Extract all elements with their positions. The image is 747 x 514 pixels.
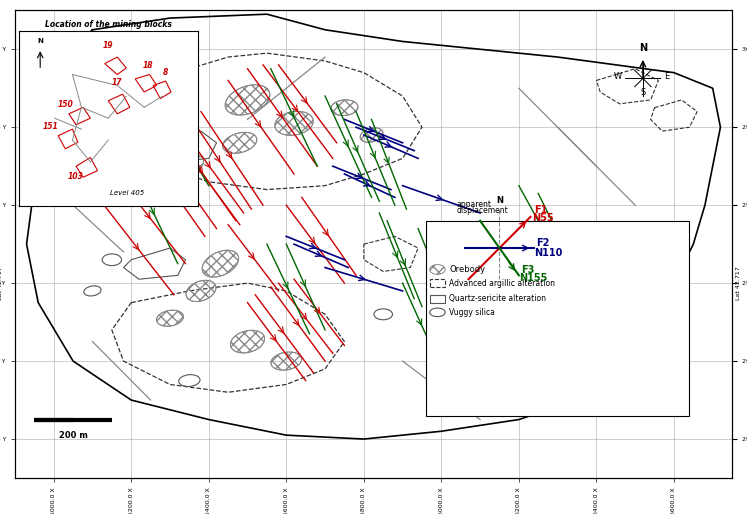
- FancyBboxPatch shape: [426, 221, 689, 416]
- Text: 151: 151: [43, 122, 59, 131]
- Text: displacement: displacement: [457, 206, 509, 215]
- Text: F3: F3: [521, 265, 534, 276]
- Text: N55: N55: [533, 213, 554, 223]
- Text: 8: 8: [163, 67, 168, 77]
- Text: 18: 18: [143, 61, 153, 70]
- Text: Advanced argillic alteration: Advanced argillic alteration: [449, 279, 555, 288]
- Text: 103: 103: [68, 172, 84, 181]
- Text: N: N: [37, 38, 43, 44]
- Text: S: S: [640, 88, 645, 97]
- Text: Orebody: Orebody: [449, 265, 486, 274]
- Text: E: E: [664, 72, 669, 81]
- Text: N155: N155: [519, 273, 548, 283]
- Text: Lat 42.717: Lat 42.717: [0, 266, 3, 300]
- Text: 200 m: 200 m: [59, 431, 87, 440]
- Text: N: N: [639, 43, 647, 53]
- Text: 150: 150: [58, 100, 73, 109]
- Text: F2: F2: [536, 238, 550, 248]
- Text: F1: F1: [534, 205, 548, 215]
- Title: Location of the mining blocks: Location of the mining blocks: [45, 20, 172, 29]
- Text: W: W: [613, 72, 622, 81]
- Text: Quartz-sericite alteration: Quartz-sericite alteration: [449, 294, 546, 303]
- Text: N110: N110: [534, 248, 562, 258]
- Text: Vuggy silica: Vuggy silica: [449, 308, 495, 317]
- Text: 19: 19: [103, 41, 114, 50]
- Text: 17: 17: [112, 79, 123, 87]
- Text: Level 405: Level 405: [110, 190, 144, 196]
- Text: N: N: [496, 196, 503, 205]
- Text: Lat 42.717: Lat 42.717: [736, 266, 741, 300]
- Text: apparent: apparent: [457, 200, 492, 209]
